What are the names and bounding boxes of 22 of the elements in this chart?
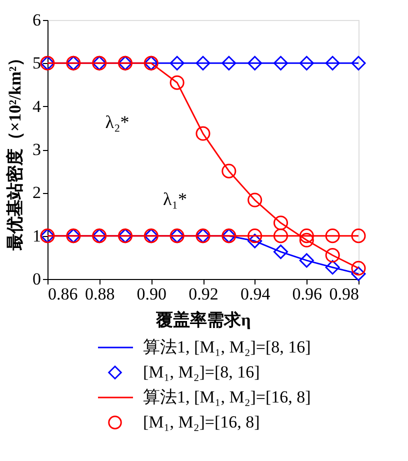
y-tick-label: 2 <box>32 183 41 202</box>
x-tick-label: 0.98 <box>329 284 359 304</box>
y-tick-label: 0 <box>32 270 41 288</box>
x-tick-label: 0.96 <box>292 284 322 304</box>
y-tick-label: 3 <box>32 140 41 159</box>
y-tick-label: 6 <box>32 10 41 30</box>
x-tick-label: 0.92 <box>188 284 218 304</box>
annotation: λ₁* <box>162 188 187 209</box>
legend-label: [M₁, M₂]=[16, 8] <box>143 412 260 432</box>
y-tick-label: 5 <box>32 54 41 73</box>
y-axis-title: 最优基站密度（×10²/km²） <box>5 49 24 252</box>
legend-label: 算法1, [M₁, M₂]=[8, 16] <box>143 338 311 356</box>
x-tick-label: 0.88 <box>84 284 115 304</box>
x-axis-title: 覆盖率需求η <box>155 310 251 330</box>
x-tick-label: 0.94 <box>240 284 271 304</box>
annotation: λ₂* <box>105 112 130 132</box>
y-tick-label: 1 <box>32 226 41 246</box>
x-tick-label: 0.90 <box>136 284 167 304</box>
x-tick-label: 0.86 <box>48 284 78 304</box>
legend-label: 算法1, [M₁, M₂]=[16, 8] <box>143 388 311 406</box>
legend-label: [M₁, M₂]=[8, 16] <box>143 362 260 382</box>
y-tick-label: 4 <box>32 96 42 116</box>
